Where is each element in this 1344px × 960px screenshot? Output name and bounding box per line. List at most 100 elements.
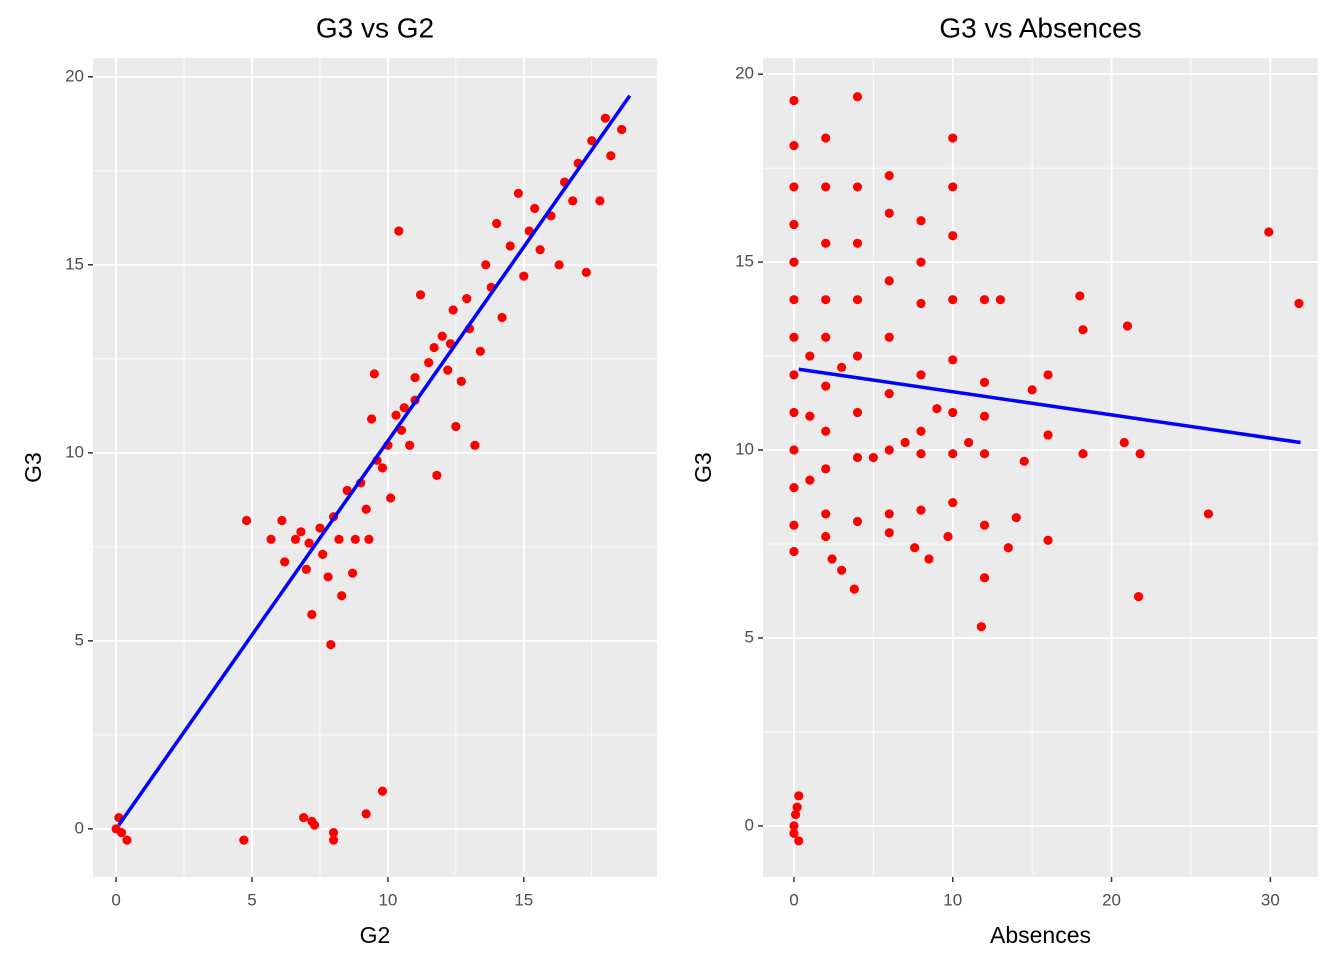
point	[821, 426, 831, 436]
point	[367, 414, 377, 424]
point	[239, 835, 249, 845]
point	[794, 836, 804, 846]
point	[789, 257, 799, 267]
point	[979, 295, 990, 305]
point	[361, 504, 371, 514]
point	[948, 355, 958, 365]
y-tick-label: 15	[735, 252, 754, 271]
point	[805, 351, 815, 361]
point	[910, 543, 920, 553]
point	[979, 573, 990, 583]
y-tick-label: 10	[65, 442, 84, 461]
point	[617, 124, 627, 135]
point	[334, 534, 344, 544]
x-tick-label: 10	[378, 890, 397, 909]
point	[852, 182, 863, 192]
point	[948, 295, 958, 305]
point	[451, 421, 461, 432]
point	[837, 565, 847, 575]
plot-panel	[763, 58, 1318, 877]
point	[821, 332, 831, 342]
point	[301, 564, 311, 575]
point	[1135, 449, 1145, 459]
point	[789, 407, 799, 418]
point	[852, 238, 863, 248]
point	[323, 572, 333, 582]
point	[587, 136, 597, 146]
point	[852, 407, 863, 418]
point	[299, 812, 309, 823]
point	[948, 182, 958, 192]
point	[789, 546, 799, 557]
point	[979, 449, 990, 459]
point	[948, 498, 958, 508]
point	[916, 257, 926, 267]
point	[1043, 535, 1053, 545]
point	[122, 835, 132, 845]
point	[1019, 456, 1029, 466]
point	[505, 241, 515, 251]
point	[290, 534, 301, 544]
point	[448, 305, 458, 315]
point	[948, 133, 958, 143]
point	[821, 531, 831, 542]
point	[821, 509, 831, 519]
point	[350, 534, 360, 544]
point	[884, 276, 894, 286]
point	[600, 113, 610, 123]
point	[307, 609, 317, 620]
y-tick-label: 0	[745, 815, 754, 834]
point	[386, 493, 396, 503]
point	[849, 584, 859, 594]
x-tick-label: 20	[1102, 890, 1121, 909]
point	[916, 505, 926, 515]
point	[916, 298, 926, 309]
point	[391, 410, 401, 420]
point	[916, 370, 926, 380]
point	[789, 182, 799, 192]
point	[456, 376, 466, 386]
point	[377, 463, 388, 473]
point	[513, 188, 523, 198]
point	[443, 365, 453, 375]
point	[1294, 298, 1304, 309]
point	[1011, 513, 1021, 523]
x-tick-label: 10	[943, 890, 962, 909]
y-tick-label: 15	[65, 254, 84, 273]
point	[318, 549, 328, 559]
point	[280, 557, 290, 567]
point	[789, 828, 799, 839]
point	[266, 534, 276, 544]
point	[948, 407, 958, 418]
point	[1078, 325, 1088, 335]
point	[410, 373, 420, 383]
point	[1003, 543, 1013, 553]
point	[884, 445, 894, 455]
point	[1264, 227, 1274, 237]
point	[535, 245, 545, 255]
fit-line	[117, 94, 632, 827]
point	[821, 295, 831, 305]
y-tick-label: 10	[735, 440, 754, 459]
point	[884, 528, 894, 538]
point	[792, 802, 802, 812]
point	[789, 370, 799, 380]
point	[399, 403, 409, 413]
point	[884, 509, 894, 519]
point	[432, 470, 442, 480]
point	[884, 208, 894, 218]
point	[470, 440, 480, 450]
point	[979, 520, 990, 530]
point	[326, 640, 336, 650]
point	[606, 151, 616, 161]
point	[1203, 509, 1214, 519]
point	[475, 346, 485, 356]
point	[1078, 449, 1088, 459]
y-axis-title: G3	[690, 452, 716, 483]
point	[347, 568, 358, 578]
point	[415, 290, 426, 300]
point	[296, 527, 306, 537]
point	[342, 485, 352, 496]
point	[377, 786, 388, 796]
point	[519, 271, 529, 281]
